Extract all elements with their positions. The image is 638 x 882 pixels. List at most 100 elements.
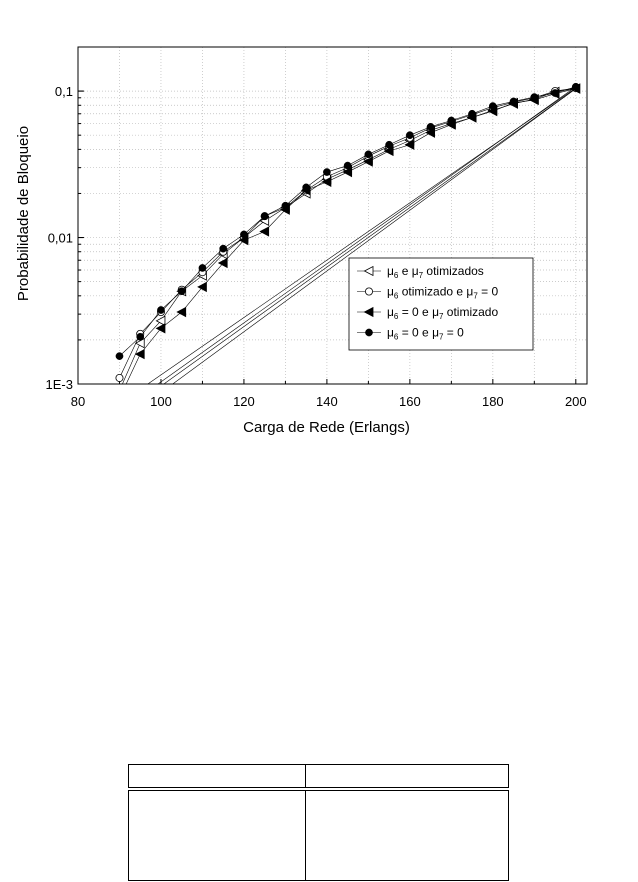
x-tick-label: 80 [71, 394, 85, 409]
x-tick-label: 140 [316, 394, 338, 409]
data-point [157, 306, 165, 314]
plot-series [115, 82, 581, 403]
y-tick-label: 0,1 [55, 84, 73, 99]
data-point [240, 230, 248, 239]
data-point [364, 150, 373, 159]
legend-text: μ [432, 305, 439, 319]
data-point [383, 145, 394, 157]
data-point [115, 386, 124, 395]
table-header-cell-1 [129, 765, 306, 787]
x-axis-label: Carga de Rede (Erlangs) [243, 419, 410, 436]
data-point [134, 338, 145, 349]
data-point [217, 257, 228, 269]
data-point [115, 373, 124, 382]
x-tick-label: 100 [150, 394, 172, 409]
data-point [488, 102, 497, 110]
data-point [468, 109, 476, 118]
data-point [155, 315, 166, 326]
data-point [198, 264, 207, 272]
legend-text: = 0 [478, 285, 499, 299]
legend-subscript: 7 [439, 333, 444, 342]
data-point [260, 212, 269, 220]
legend-marker [364, 287, 373, 296]
data-point [571, 82, 580, 91]
data-point [426, 122, 435, 131]
legend-text: otimizado [443, 305, 498, 319]
legend-item: μ6 = 0 e μ7 = 0 [357, 326, 464, 342]
data-point [219, 244, 228, 253]
y-axis-label: Probabilidade de Bloqueio [15, 126, 32, 301]
series-1 [115, 83, 581, 395]
legend-label: μ6 otimizado e μ7 = 0 [387, 285, 498, 301]
series-4 [115, 82, 580, 384]
legend-subscript: 6 [394, 312, 399, 321]
data-point [197, 281, 207, 293]
y-tick-label: 0,01 [48, 231, 73, 246]
legend-text: = 0 e [398, 326, 432, 340]
data-point [509, 97, 518, 106]
data-point [155, 323, 166, 334]
legend-text: μ [412, 264, 419, 278]
x-tick-label: 200 [565, 394, 587, 409]
data-point [177, 287, 186, 296]
legend-text: μ [387, 326, 394, 340]
legend-subscript: 6 [394, 292, 399, 301]
legend-text: μ [466, 285, 473, 299]
data-point [176, 306, 187, 318]
data-point [551, 89, 559, 97]
legend-item: μ6 e μ7 otimizados [357, 264, 484, 280]
legend-label: μ6 = 0 e μ7 = 0 [387, 326, 464, 342]
blocking-probability-chart: 80 100 120 140 160 180 200 1E-3 0,01 0,1 Carga de … [15, 46, 588, 436]
legend-box [348, 257, 534, 351]
data-point [134, 348, 145, 360]
legend-marker [363, 265, 374, 277]
legend-marker [363, 306, 374, 318]
legend-text: otimizados [423, 264, 484, 278]
plot-frame [77, 46, 588, 385]
x-tick-label: 160 [399, 394, 421, 409]
series-line [119, 86, 576, 384]
data-point [343, 161, 352, 170]
legend-label: μ6 = 0 e μ7 otimizado [387, 305, 498, 321]
legend-text: = 0 [443, 326, 464, 340]
legend-subscript: 6 [394, 333, 399, 342]
legend-text: μ [387, 264, 394, 278]
data-point [447, 116, 456, 125]
legend-text: = 0 e [398, 305, 432, 319]
data-point [323, 168, 331, 176]
legend-text: μ [387, 285, 394, 299]
data-point [385, 140, 393, 149]
y-tick-label: 1E-3 [46, 377, 73, 392]
data-point [363, 156, 373, 167]
x-tick-label: 120 [233, 394, 255, 409]
table-body-cell-1 [129, 791, 306, 880]
legend-label: μ6 e μ7 otimizados [387, 264, 484, 280]
legend-text: μ [387, 305, 394, 319]
legend-text: e [398, 264, 411, 278]
legend-subscript: 6 [394, 271, 399, 280]
data-point [302, 183, 311, 192]
legend-text: μ [432, 326, 439, 340]
data-point [342, 166, 353, 178]
data-point [115, 352, 124, 360]
data-point [406, 131, 414, 140]
data-point [115, 394, 124, 403]
data-point [404, 139, 415, 150]
table-body-row [128, 790, 509, 881]
data-point [259, 226, 270, 237]
legend-subscript: 7 [439, 312, 444, 321]
data-point [530, 93, 539, 101]
table-header-row [128, 764, 509, 788]
legend-subscript: 7 [473, 292, 478, 301]
legend-item: μ6 = 0 e μ7 otimizado [357, 305, 498, 321]
data-point [321, 176, 332, 188]
data-point [136, 332, 145, 341]
data-point [281, 201, 290, 210]
legend-item: μ6 otimizado e μ7 = 0 [357, 285, 498, 301]
legend-text: otimizado e [398, 285, 466, 299]
legend-subscript: 7 [419, 271, 424, 280]
legend-marker [365, 328, 373, 337]
series-2 [115, 83, 580, 384]
x-tick-label: 180 [482, 394, 504, 409]
